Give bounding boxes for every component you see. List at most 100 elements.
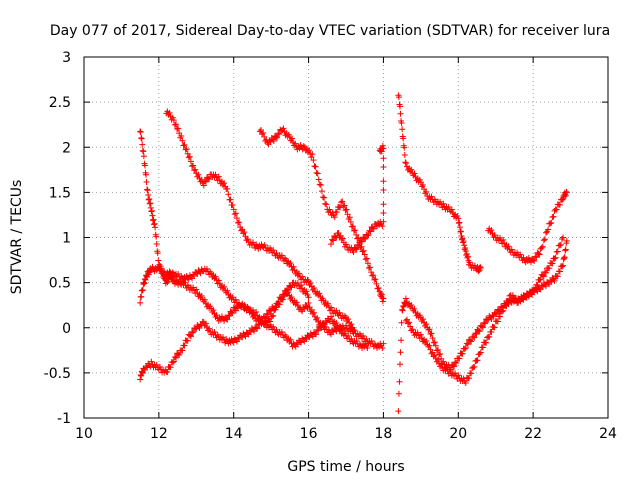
- data-point: [380, 187, 387, 194]
- data-point: [539, 272, 546, 279]
- data-point: [562, 246, 569, 253]
- data-point: [330, 237, 337, 244]
- data-point: [545, 226, 552, 233]
- data-point: [492, 310, 499, 317]
- data-point: [353, 338, 360, 345]
- data-point: [538, 244, 545, 251]
- data-point: [310, 309, 317, 316]
- x-tick-label: 24: [599, 426, 617, 442]
- data-point: [471, 334, 478, 341]
- data-point: [559, 196, 566, 203]
- data-point: [379, 223, 386, 230]
- data-point: [288, 135, 295, 142]
- data-point: [139, 286, 146, 293]
- data-point: [535, 250, 542, 257]
- data-point: [467, 337, 474, 344]
- data-point: [380, 201, 387, 208]
- data-point: [460, 239, 467, 246]
- data-point: [370, 225, 377, 232]
- data-point: [553, 206, 560, 213]
- data-point: [170, 358, 177, 365]
- data-point: [476, 350, 483, 357]
- data-point: [509, 292, 516, 299]
- data-point: [170, 117, 177, 124]
- series-track-c: [137, 279, 312, 383]
- data-point: [164, 279, 171, 286]
- data-point: [270, 312, 277, 319]
- data-point: [320, 194, 327, 201]
- data-point: [150, 216, 157, 223]
- data-point: [363, 255, 370, 262]
- data-point: [146, 196, 153, 203]
- data-point: [137, 128, 144, 135]
- data-point: [223, 315, 230, 322]
- mark-layer: [137, 92, 570, 415]
- data-point: [167, 364, 174, 371]
- data-point: [313, 331, 320, 338]
- data-point: [241, 229, 248, 236]
- data-point: [470, 333, 477, 340]
- data-point: [148, 207, 155, 214]
- y-tick-label: 1: [62, 231, 71, 247]
- data-point: [531, 257, 538, 264]
- grid-layer: [84, 57, 608, 418]
- data-point: [339, 198, 346, 205]
- data-point: [175, 351, 182, 358]
- data-point: [460, 238, 467, 245]
- data-point: [210, 307, 217, 314]
- data-point: [362, 236, 369, 243]
- x-tick-label: 22: [524, 426, 542, 442]
- data-point: [479, 324, 486, 331]
- data-point: [314, 170, 321, 177]
- data-point: [367, 228, 374, 235]
- data-point: [190, 329, 197, 336]
- data-point: [138, 293, 145, 300]
- data-point: [149, 212, 156, 219]
- data-point: [397, 103, 404, 110]
- data-point: [476, 328, 483, 335]
- data-point: [284, 286, 291, 293]
- data-point: [472, 330, 479, 337]
- data-point: [352, 227, 359, 234]
- data-point: [187, 158, 194, 165]
- data-point: [202, 320, 209, 327]
- series-track-j: [485, 188, 570, 266]
- data-point: [155, 257, 162, 264]
- data-point: [423, 338, 430, 345]
- data-point: [149, 217, 156, 224]
- y-tick-label: 1.5: [49, 185, 71, 201]
- data-point: [419, 316, 426, 323]
- data-point: [479, 344, 486, 351]
- data-point: [273, 326, 280, 333]
- data-point: [205, 175, 212, 182]
- data-point: [171, 353, 178, 360]
- data-point: [359, 238, 366, 245]
- data-point: [380, 340, 387, 347]
- data-point: [312, 163, 319, 170]
- data-point: [562, 247, 569, 254]
- data-point: [328, 241, 335, 248]
- data-point: [456, 219, 463, 226]
- data-point: [200, 182, 207, 189]
- data-point: [270, 247, 277, 254]
- data-point: [340, 203, 347, 210]
- data-point: [380, 178, 387, 185]
- data-point: [346, 214, 353, 221]
- data-point: [461, 345, 468, 352]
- data-point: [164, 369, 171, 376]
- data-point: [276, 301, 283, 308]
- data-point: [438, 361, 445, 368]
- data-point: [355, 234, 362, 241]
- data-point: [137, 299, 144, 306]
- data-point: [139, 141, 146, 148]
- data-point: [411, 170, 418, 177]
- data-point: [369, 224, 376, 231]
- data-point: [156, 363, 163, 370]
- data-point: [299, 273, 306, 280]
- data-point: [423, 321, 430, 328]
- x-axis-label: GPS time / hours: [287, 459, 404, 475]
- data-point: [181, 342, 188, 349]
- data-point: [546, 265, 553, 272]
- data-point: [542, 269, 549, 276]
